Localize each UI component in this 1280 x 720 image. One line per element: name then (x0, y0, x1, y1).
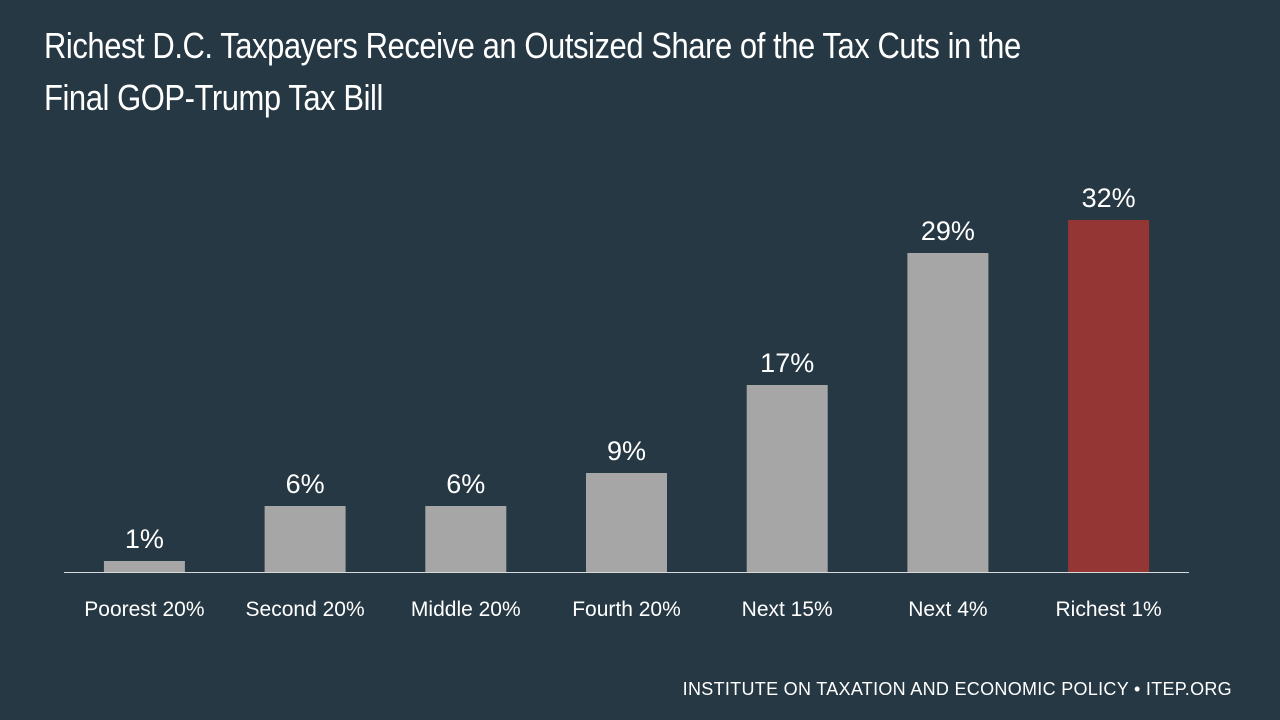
category-label: Next 15% (742, 598, 833, 621)
category-label: Poorest 20% (84, 598, 204, 621)
bar-next-4 (907, 253, 989, 572)
bar-next-15 (746, 385, 828, 572)
category-label: Second 20% (246, 598, 365, 621)
bar-middle-20 (425, 506, 507, 572)
category-label: Middle 20% (411, 598, 521, 621)
value-label: 32% (1082, 183, 1136, 213)
bar-fourth-20 (586, 473, 667, 572)
value-label: 29% (921, 216, 975, 246)
bar-richest-1 (1068, 220, 1150, 572)
chart-title: Richest D.C. Taxpayers Receive an Outsiz… (44, 25, 1021, 118)
value-label: 6% (446, 469, 485, 499)
bar-second-20 (264, 506, 346, 572)
source-footer: INSTITUTE ON TAXATION AND ECONOMIC POLIC… (682, 679, 1232, 699)
value-label: 1% (125, 524, 164, 554)
category-label: Richest 1% (1055, 598, 1161, 621)
bar-poorest-20 (103, 561, 185, 572)
value-labels-group: 1% 6% 6% 9% 17% 29% 32% (125, 183, 1136, 554)
category-labels-group: Poorest 20% Second 20% Middle 20% Fourth 20… (84, 598, 1161, 621)
category-label: Fourth 20% (572, 598, 681, 621)
category-label: Next 4% (908, 598, 987, 621)
value-label: 9% (607, 436, 646, 466)
bars-group (103, 220, 1150, 572)
value-label: 17% (760, 348, 814, 378)
value-label: 6% (286, 469, 325, 499)
